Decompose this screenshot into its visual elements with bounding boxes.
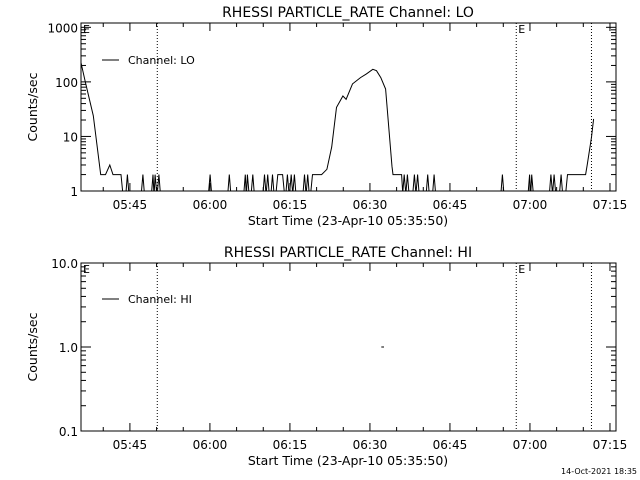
y-tick-label: 1 [70,185,78,199]
x-tick-label: 06:00 [193,438,228,452]
x-tick-label: 07:15 [593,438,628,452]
y-tick-label: 10.0 [51,257,78,271]
y-tick-label: 0.1 [59,425,78,439]
corner-e-label-lo: E [83,23,90,36]
x-tick-label: 05:45 [113,438,148,452]
x-axis-label-hi: Start Time (23-Apr-10 05:35:50) [248,453,448,468]
x-axis-label-lo: Start Time (23-Apr-10 05:35:50) [248,213,448,228]
legend-label-hi: Channel: HI [128,293,192,306]
y-tick-label: 10 [63,130,78,144]
x-tick-label: 07:00 [513,198,548,212]
plot-frame [80,262,617,432]
series-line-channel-lo [80,62,595,192]
x-tick-label: 07:15 [593,198,628,212]
plot-title-hi: RHESSI PARTICLE_RATE Channel: HI [224,245,472,261]
y-axis-label-hi: Counts/sec [25,312,40,381]
y-tick-label: 1000 [47,21,78,35]
y-axis-label-lo: Counts/sec [25,72,40,141]
legend-label-lo: Channel: LO [128,54,195,67]
x-tick-label: 07:00 [513,438,548,452]
plot-title-lo: RHESSI PARTICLE_RATE Channel: LO [222,5,474,21]
x-tick-label: 06:30 [353,438,388,452]
y-tick-label: 100 [55,76,78,90]
corner-e-label-hi: E [83,263,90,276]
x-tick-label: 06:15 [273,198,308,212]
time-marker-label: E [518,23,525,36]
plot-frame [80,22,617,192]
x-tick-label: 06:45 [433,198,468,212]
plot-lo: RHESSI PARTICLE_RATE Channel: LO Start T… [25,5,627,228]
y-tick-label: 1.0 [59,341,78,355]
plot-hi: RHESSI PARTICLE_RATE Channel: HI Start T… [25,245,627,468]
footer-timestamp: 14-Oct-2021 18:35 [561,467,637,476]
x-tick-label: 06:30 [353,198,388,212]
x-tick-label: 06:15 [273,438,308,452]
x-tick-label: 06:00 [193,198,228,212]
x-tick-label: 05:45 [113,198,148,212]
time-marker-label: E [518,263,525,276]
x-tick-label: 06:45 [433,438,468,452]
